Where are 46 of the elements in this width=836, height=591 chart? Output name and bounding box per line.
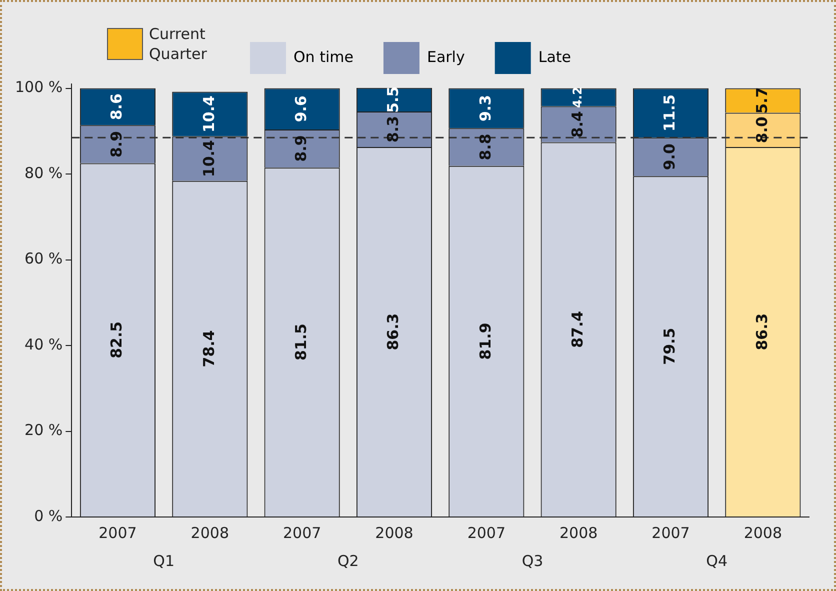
text: Q1 [153,552,174,570]
data-label: 8.3 [384,116,402,143]
data-label: 86.3 [384,313,402,350]
data-label: 8.0 [752,116,771,144]
data-label: 5.7 [752,87,771,114]
text: Q4 [706,552,728,570]
x-tick-label: 2008 [190,524,229,542]
y-tick-label: 20 % [24,421,63,440]
y-tick-label: 0 % [34,506,63,525]
data-label: 8.4 [568,111,586,138]
data-label: 8.8 [476,134,494,160]
y-tick-label: 80 % [24,164,63,182]
y-tick-label: 40 % [24,335,63,354]
data-label: 87.4 [568,310,586,348]
y-tick-label: 60 % [24,250,63,268]
text: Q2 [337,552,359,570]
data-label: 10.4 [200,140,218,178]
data-label: 86.3 [752,313,771,350]
x-tick-label: 2007 [282,524,322,542]
legend-label: On time [293,48,354,66]
data-label: 9.6 [292,96,310,122]
x-tick-label: 2008 [559,524,598,542]
data-label: 10.4 [200,96,218,133]
text: Q3 [522,552,544,570]
data-label: 81.9 [476,322,494,360]
y-tick-label: 100 % [14,78,63,96]
data-label: 8.9 [108,130,126,158]
data-label: 4.2 [570,86,585,108]
x-tick-label: 2008 [744,524,782,542]
data-label: 81.5 [292,324,310,361]
x-tick-label: 2007 [652,524,690,542]
data-label: 9.0 [660,144,679,170]
legend-label: Late [538,48,572,66]
legend-label: Early [426,48,465,66]
data-label: 11.5 [660,94,679,132]
data-label: 78.4 [200,330,218,368]
data-label: 5.5 [384,86,402,113]
data-label: 79.5 [660,328,679,365]
x-tick-label: 2007 [98,524,137,542]
data-label: 8.6 [108,93,126,120]
data-label: 8.9 [292,135,310,162]
data-label: 9.3 [476,94,494,122]
x-tick-label: 2008 [375,524,414,542]
x-tick-label: 2007 [467,524,506,542]
data-label: 82.5 [108,321,126,358]
legend-title: Current Quarter [149,24,208,64]
